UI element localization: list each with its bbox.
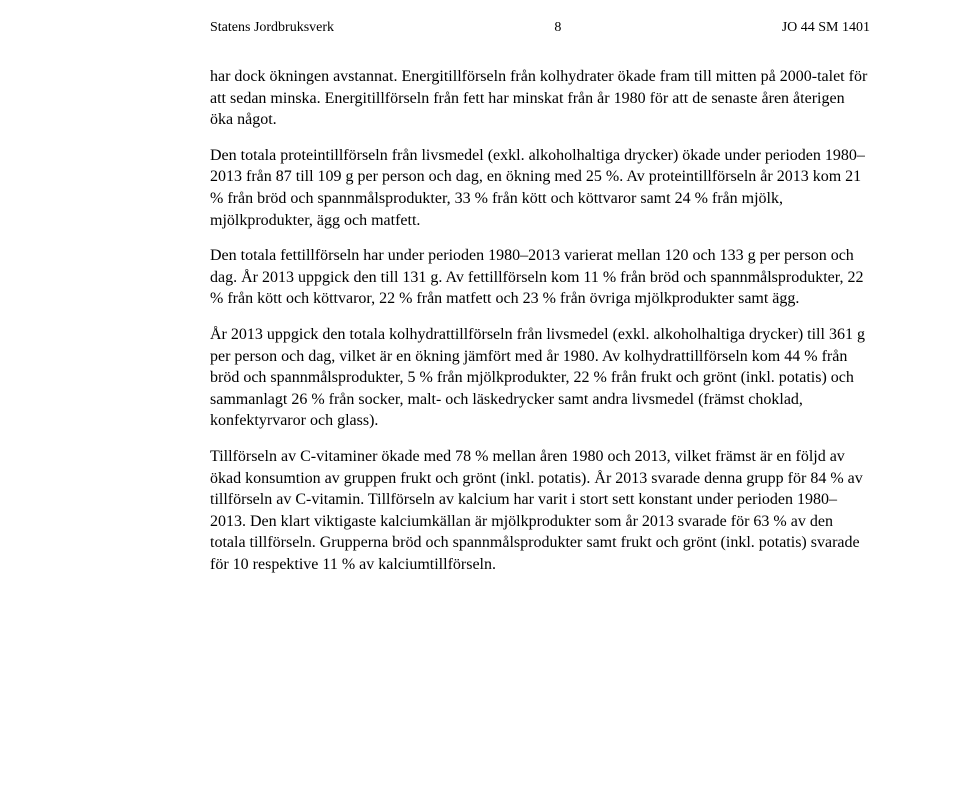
document-body: har dock ökningen avstannat. Energitillf… [210,66,870,575]
paragraph-3: Den totala fettillförseln har under peri… [210,245,870,310]
paragraph-5: Tillförseln av C-vitaminer ökade med 78 … [210,446,870,576]
document-page: Statens Jordbruksverk 8 JO 44 SM 1401 ha… [0,0,960,609]
page-number: 8 [554,20,561,36]
paragraph-1: har dock ökningen avstannat. Energitillf… [210,66,870,131]
paragraph-2: Den totala proteintillförseln från livsm… [210,145,870,231]
paragraph-4: År 2013 uppgick den totala kolhydrattill… [210,324,870,432]
document-reference: JO 44 SM 1401 [782,20,870,36]
page-header: Statens Jordbruksverk 8 JO 44 SM 1401 [210,20,870,36]
header-organization: Statens Jordbruksverk [210,20,334,36]
